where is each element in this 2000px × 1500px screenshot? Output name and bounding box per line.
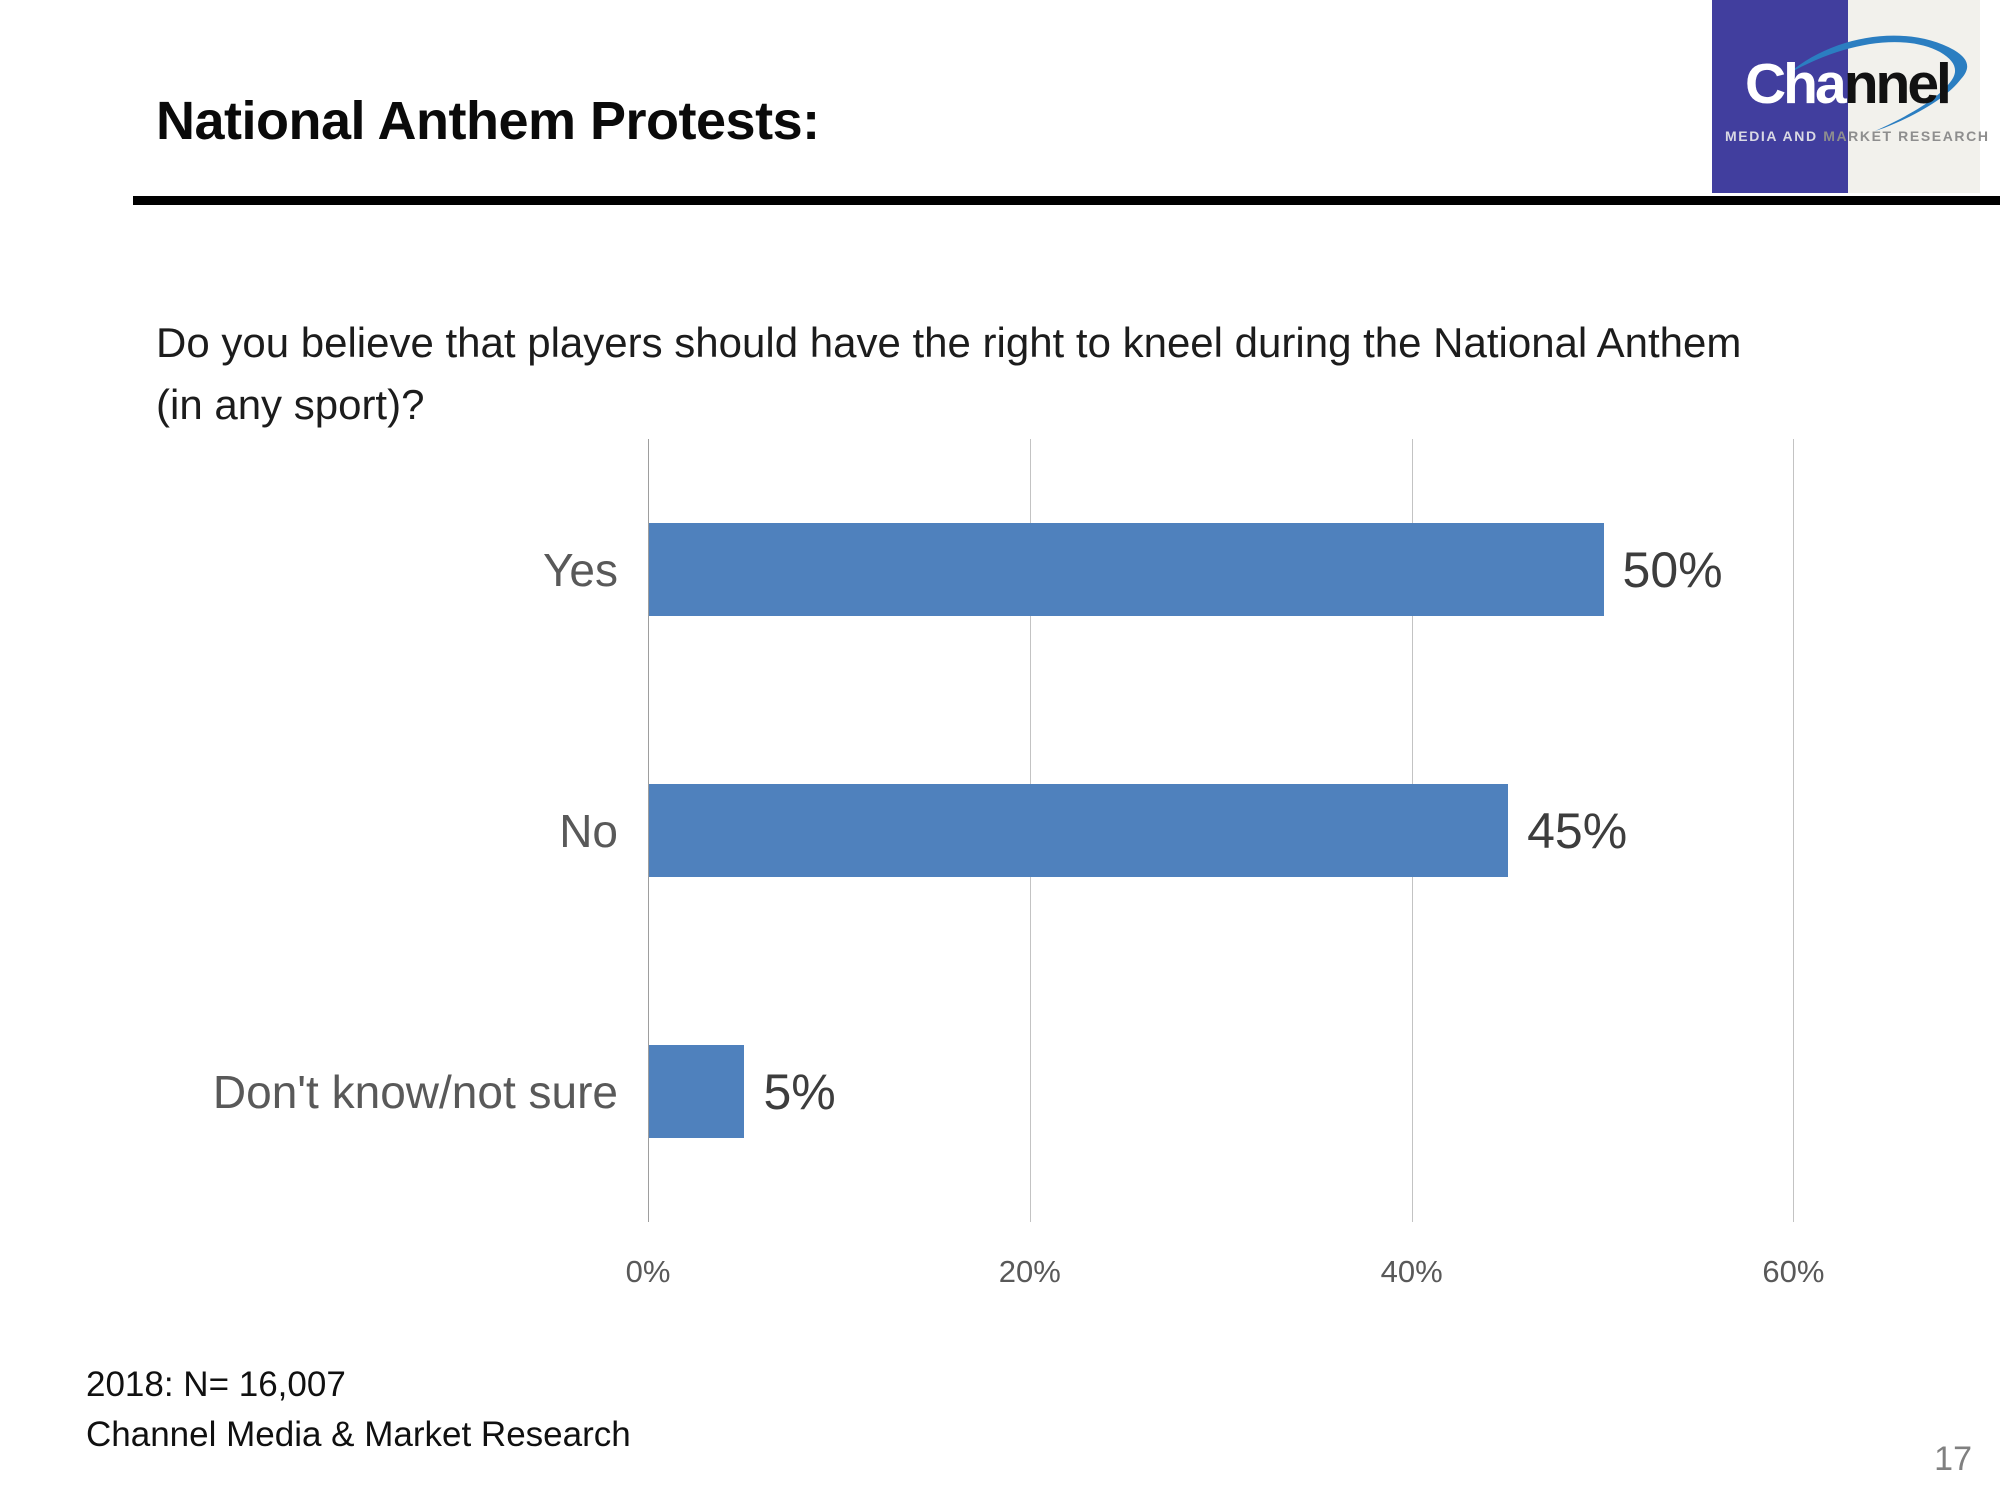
value-label-no: 45% — [1527, 802, 1628, 859]
category-label-no: No — [559, 804, 618, 857]
logo-white-panel — [1848, 0, 1980, 193]
bar-don-t-know-not-sure — [649, 1045, 745, 1138]
category-label-don-t-know-not-sure: Don't know/not sure — [212, 1065, 618, 1118]
x-tick-label: 40% — [1380, 1254, 1443, 1289]
x-tick-label: 20% — [998, 1254, 1061, 1289]
logo-brand-text: Channel — [1745, 56, 1952, 113]
swoosh-icon — [1788, 35, 1968, 131]
survey-question-line2: (in any sport)? — [156, 381, 425, 428]
category-label-yes: Yes — [542, 543, 618, 596]
page-title: National Anthem Protests: — [156, 91, 820, 151]
footer-sample-size: 2018: N= 16,007 — [86, 1365, 346, 1404]
logo-brand-part1: Cha — [1745, 52, 1847, 116]
channel-logo: Channel MEDIA AND MARKET RESEARCH — [1712, 0, 1988, 193]
footer: 2018: N= 16,007 Channel Media & Market R… — [86, 1360, 631, 1460]
x-tick-label: 60% — [1762, 1254, 1825, 1289]
logo-tagline-part1: MEDIA AND — [1725, 128, 1818, 144]
footer-source: Channel Media & Market Research — [86, 1415, 631, 1454]
chart-plot-area: 0% 20% 40% 60% Yes 50% No 45% Don't know/not sur… — [213, 439, 1908, 1289]
survey-question: Do you believe that players should have … — [156, 312, 1956, 436]
logo-purple-panel — [1712, 0, 1848, 193]
y-axis-line — [648, 439, 649, 1222]
page-number: 17 — [1934, 1440, 1972, 1478]
value-label-don-t-know-not-sure: 5% — [763, 1063, 836, 1120]
logo-brand-part2: nnel — [1843, 52, 1952, 116]
gridline — [1793, 439, 1795, 1222]
logo-tagline-part2: MARKET RESEARCH — [1817, 128, 1990, 144]
bar-no — [649, 784, 1509, 877]
value-label-yes: 50% — [1622, 541, 1723, 598]
survey-question-line1: Do you believe that players should have … — [156, 319, 1742, 366]
x-tick-label: 0% — [625, 1254, 671, 1289]
logo-tagline: MEDIA AND MARKET RESEARCH — [1725, 128, 1990, 144]
title-underline-rule — [133, 196, 2000, 205]
bar-yes — [649, 523, 1604, 616]
